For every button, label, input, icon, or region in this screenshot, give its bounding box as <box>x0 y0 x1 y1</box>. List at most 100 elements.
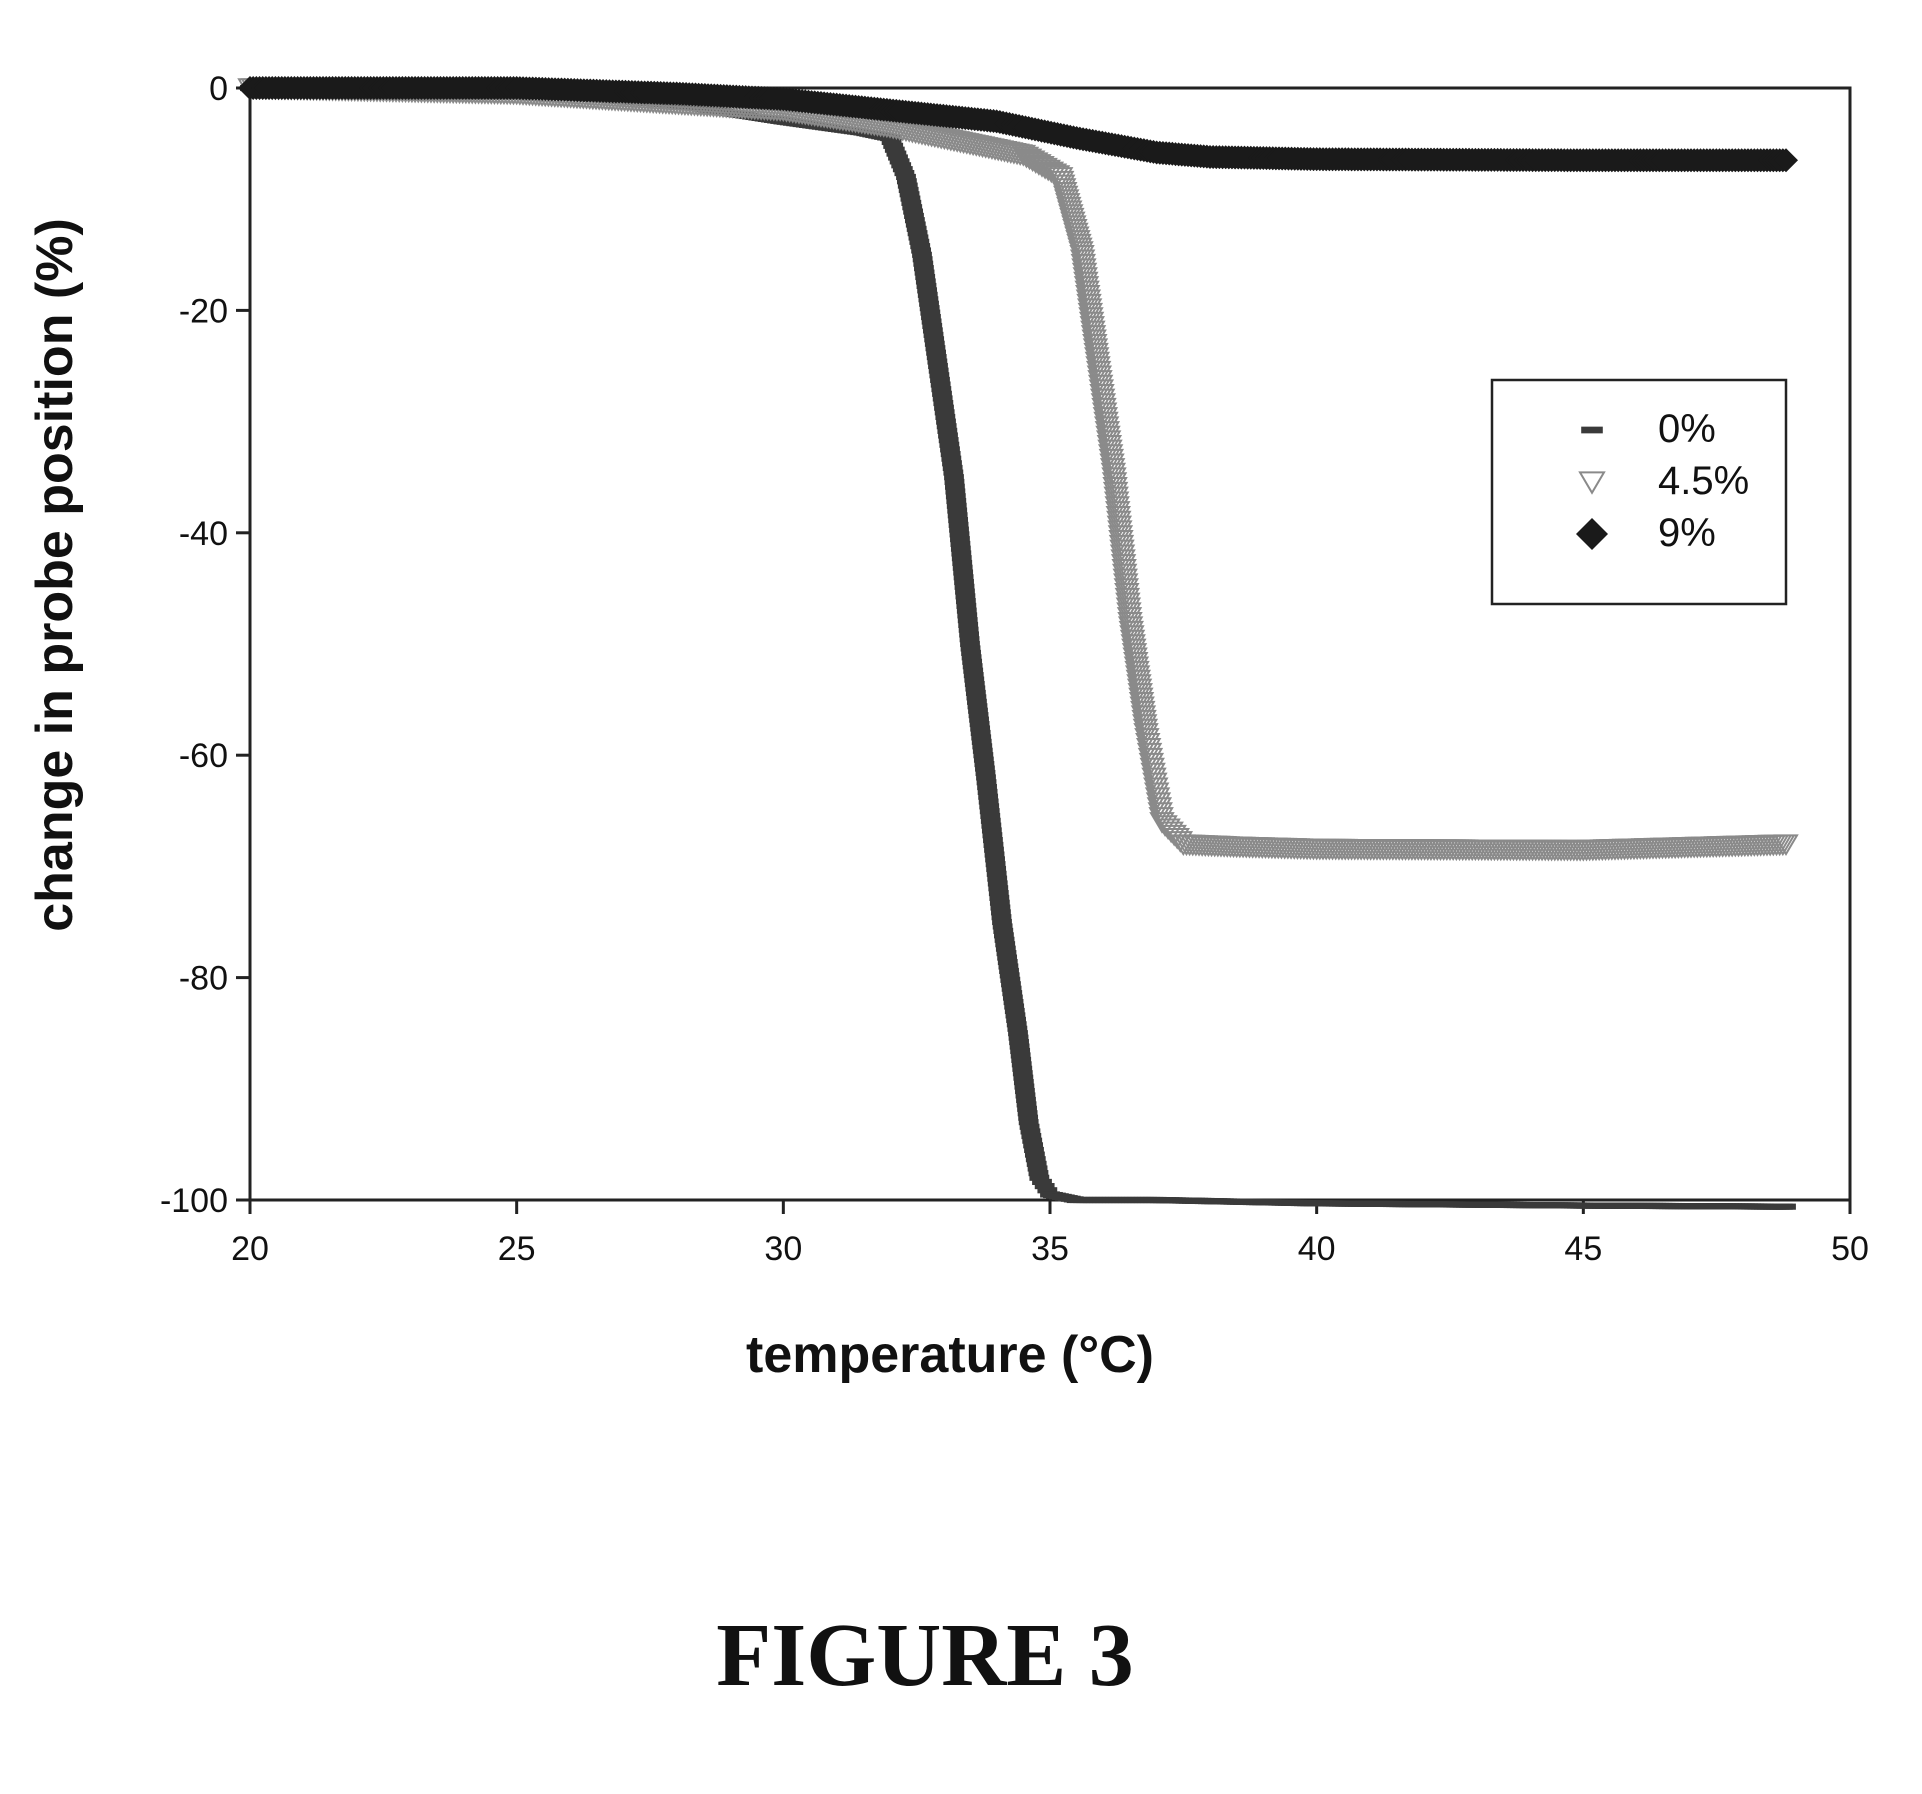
series-0 <box>240 84 1796 1210</box>
data-point <box>1017 1105 1037 1112</box>
data-point <box>1019 1123 1040 1130</box>
data-point <box>1018 1119 1039 1126</box>
y-tick-label: -40 <box>179 515 228 553</box>
data-point <box>968 707 988 714</box>
data-point <box>946 502 967 509</box>
data-point <box>1005 1012 1026 1019</box>
data-point <box>1003 998 1024 1006</box>
data-point <box>997 958 1018 966</box>
data-point <box>1773 834 1799 857</box>
data-point <box>1001 981 1021 988</box>
legend: 0% 4.5% 9% <box>1490 378 1788 606</box>
x-tick-label: 50 <box>1831 1230 1869 1268</box>
data-point <box>986 865 1007 873</box>
data-point <box>1015 1087 1035 1095</box>
data-point <box>915 278 936 285</box>
data-point <box>1047 167 1074 189</box>
data-point <box>928 362 948 370</box>
data-point <box>964 680 985 688</box>
data-point <box>932 395 953 402</box>
data-point <box>900 195 921 202</box>
data-point <box>945 488 966 495</box>
data-point <box>965 685 986 692</box>
data-point <box>904 217 925 224</box>
data-point <box>971 738 992 745</box>
data-point <box>904 212 924 219</box>
data-point <box>930 381 951 388</box>
data-point <box>959 631 979 638</box>
data-point <box>952 564 973 571</box>
data-point <box>1011 1061 1032 1068</box>
data-point <box>1776 1203 1796 1210</box>
x-tick-label: 35 <box>1031 1230 1069 1268</box>
data-point <box>916 282 937 290</box>
data-point <box>973 752 994 759</box>
data-point <box>922 327 943 334</box>
data-point <box>973 756 994 763</box>
data-point <box>930 376 950 383</box>
data-point <box>950 540 971 547</box>
data-point <box>911 247 932 254</box>
data-point <box>1061 215 1087 238</box>
data-point <box>1028 1170 1049 1177</box>
x-axis-title: temperature (°C) <box>746 1326 1154 1384</box>
data-point <box>1011 1056 1032 1063</box>
data-point <box>1035 159 1061 182</box>
data-point <box>1056 196 1082 219</box>
data-point <box>978 793 999 800</box>
data-point <box>1024 1146 1044 1154</box>
data-point <box>984 851 1005 858</box>
data-point <box>951 555 972 562</box>
data-point <box>987 875 1008 882</box>
data-point <box>969 716 989 723</box>
data-point <box>997 954 1018 961</box>
data-point <box>924 340 945 347</box>
data-point <box>1007 1025 1028 1032</box>
data-point <box>1026 1160 1047 1167</box>
data-point <box>939 441 960 448</box>
data-point <box>1009 1039 1029 1046</box>
data-point <box>995 941 1016 948</box>
data-point <box>1051 181 1078 204</box>
data-point <box>938 432 958 439</box>
data-point <box>1004 1007 1025 1015</box>
data-point <box>1016 1096 1036 1103</box>
data-point <box>943 469 964 476</box>
data-point <box>971 734 992 741</box>
data-point <box>986 870 1007 877</box>
y-axis-title: change in probe position (%) <box>26 218 84 932</box>
data-point <box>942 464 963 472</box>
data-point <box>1066 233 1092 256</box>
data-point <box>910 243 931 250</box>
data-point <box>1010 1047 1031 1055</box>
data-point <box>1052 185 1079 208</box>
data-point <box>934 404 954 411</box>
data-point <box>1050 178 1077 200</box>
data-point <box>922 322 943 330</box>
data-point <box>1002 994 1023 1001</box>
y-tick-label: 0 <box>209 70 228 108</box>
data-point <box>940 446 960 453</box>
data-point <box>963 667 984 674</box>
data-point <box>936 418 956 425</box>
data-point <box>913 260 934 267</box>
y-tick-label: -60 <box>179 737 228 775</box>
data-point <box>948 517 969 524</box>
data-point <box>1041 163 1068 186</box>
data-point <box>1004 1003 1025 1010</box>
data-point <box>1008 1034 1029 1041</box>
data-point <box>938 437 959 444</box>
data-point <box>976 774 996 781</box>
data-point <box>981 822 1002 829</box>
data-point <box>991 914 1012 921</box>
data-point <box>1054 189 1080 212</box>
legend-label: 0% <box>1658 407 1716 451</box>
data-point <box>949 526 969 533</box>
data-point <box>1037 1187 1058 1194</box>
data-point <box>980 817 1001 824</box>
data-point <box>967 703 988 710</box>
data-point <box>974 761 995 768</box>
data-point <box>993 927 1014 934</box>
legend-box <box>1490 378 1788 606</box>
data-point <box>1065 230 1091 252</box>
